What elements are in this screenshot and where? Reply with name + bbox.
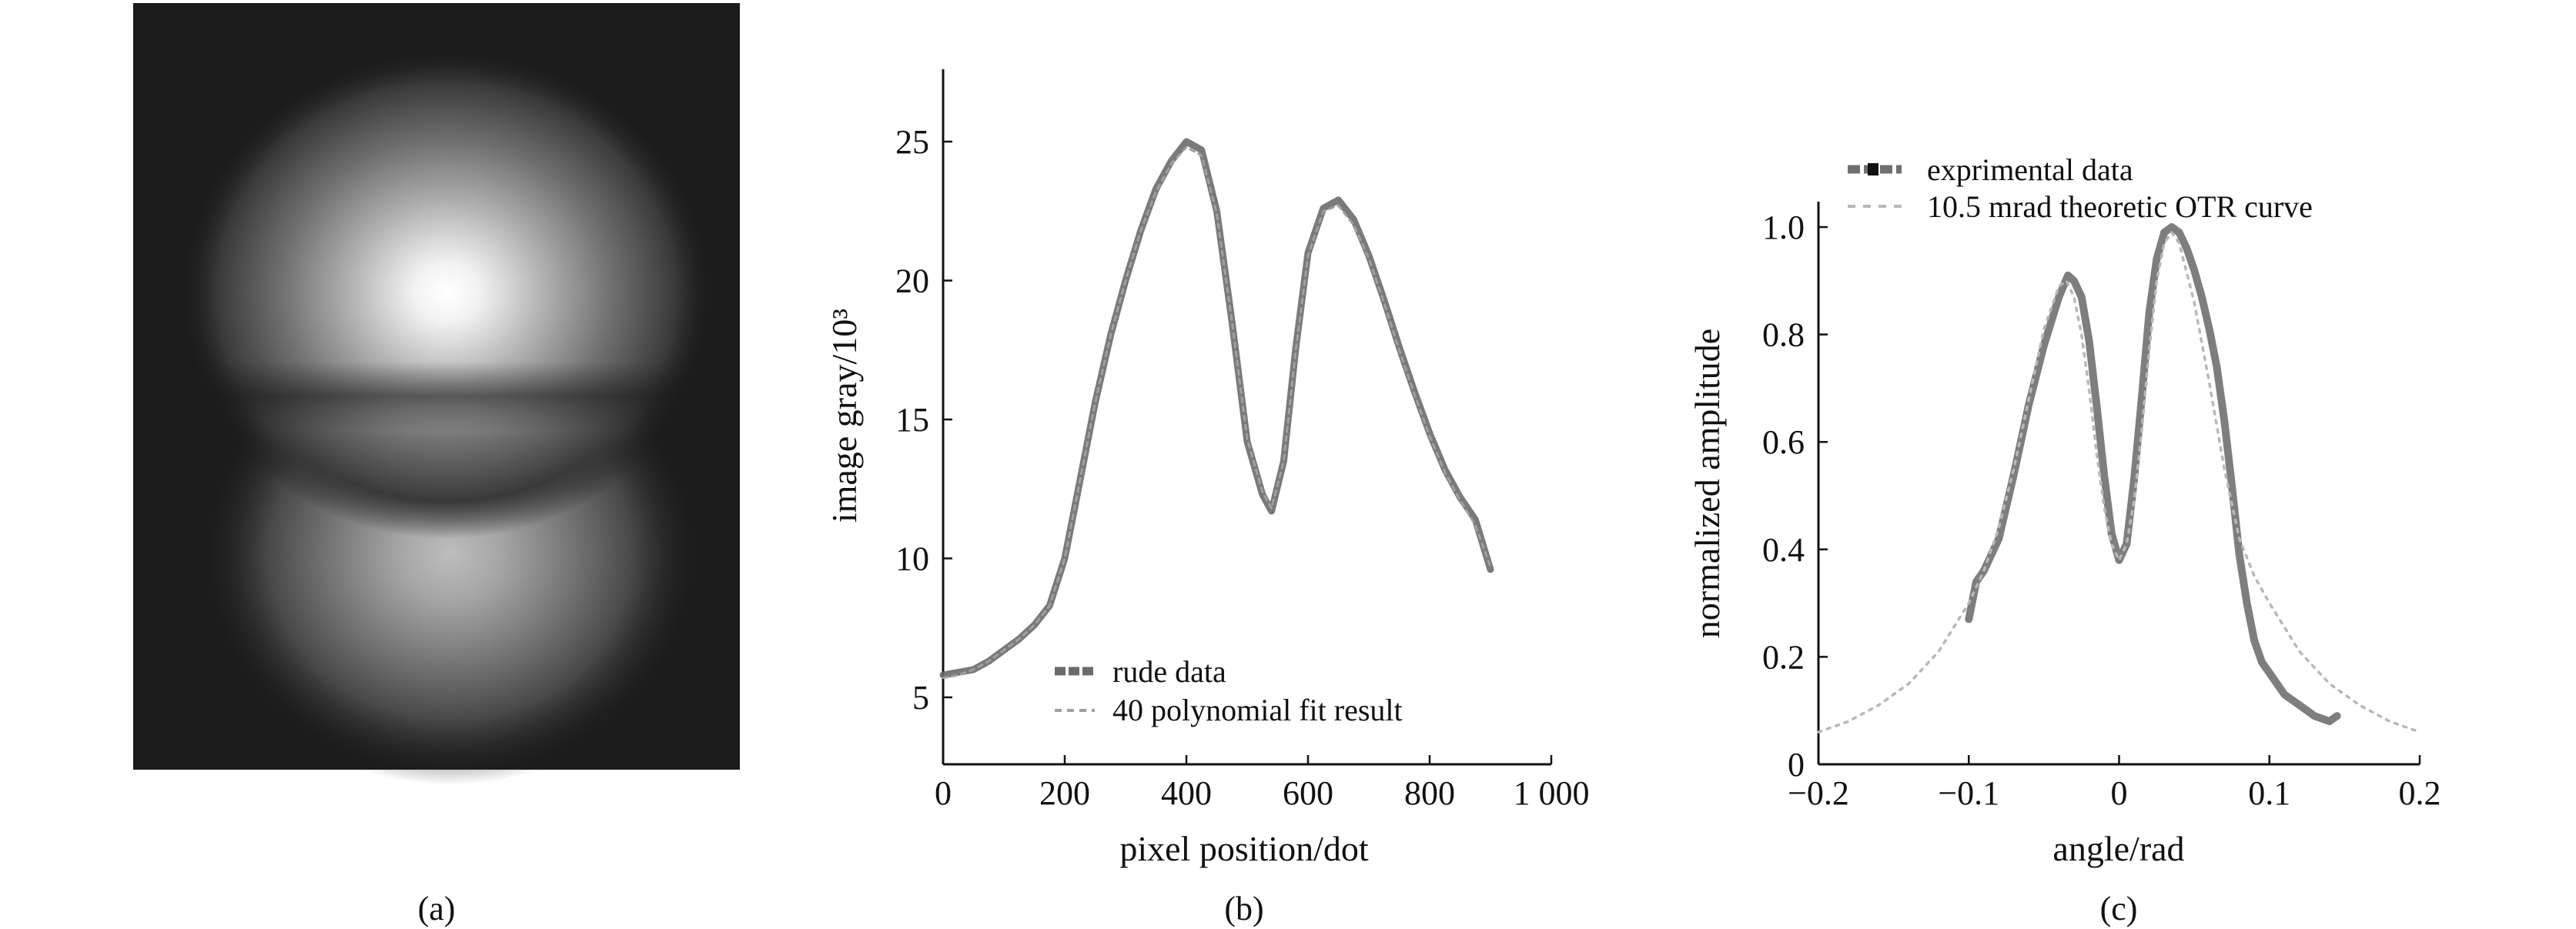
c-legend: exprimental data 10.5 mrad theoretic OTR… bbox=[1848, 152, 2313, 224]
b-ytick-label: 10 bbox=[895, 540, 929, 578]
caption-c: (c) bbox=[2100, 890, 2138, 927]
c-xtick-label: 0.2 bbox=[2399, 774, 2441, 812]
b-xtick-label: 600 bbox=[1283, 774, 1333, 812]
panel-a: (a) bbox=[133, 3, 740, 927]
b-ytick-label: 15 bbox=[895, 401, 929, 439]
c-xtick-label: 0 bbox=[2111, 774, 2128, 812]
b-ytick-label: 25 bbox=[895, 123, 929, 161]
c-series bbox=[1817, 223, 2421, 734]
c-xtick-label: −0.2 bbox=[1788, 774, 1849, 812]
b-ticks: 0 200 400 600 800 1 000 5 10 15 20 25 bbox=[895, 123, 1590, 812]
b-series bbox=[939, 138, 1494, 680]
c-ytick-label: 1.0 bbox=[1762, 209, 1805, 246]
b-series-0-line bbox=[939, 138, 1494, 679]
c-series-1-line bbox=[1817, 231, 2421, 734]
b-legend: rude data 40 polynomial fit result bbox=[1055, 654, 1403, 727]
panel-b: 0 200 400 600 800 1 000 5 10 15 20 25 pixel positi… bbox=[825, 69, 1590, 927]
c-legend-marker bbox=[1868, 163, 1878, 175]
b-legend-label-0: rude data bbox=[1112, 654, 1226, 689]
b-ytick-label: 20 bbox=[895, 262, 929, 300]
c-ticks: −0.2 −0.1 0 0.1 0.2 0 0.2 0.4 0.6 0.8 1.0 bbox=[1762, 209, 2441, 812]
b-ytick-label: 5 bbox=[912, 679, 929, 717]
b-xtick-label: 1 000 bbox=[1514, 774, 1590, 812]
c-legend-label-0: exprimental data bbox=[1927, 152, 2133, 187]
b-xlabel: pixel position/dot bbox=[1119, 829, 1369, 868]
c-legend-label-1: 10.5 mrad theoretic OTR curve bbox=[1927, 189, 2313, 224]
b-xtick-label: 800 bbox=[1404, 774, 1455, 812]
c-ylabel: normalized amplitude bbox=[1688, 329, 1727, 638]
b-xtick-label: 200 bbox=[1039, 774, 1090, 812]
c-xlabel: angle/rad bbox=[2052, 829, 2184, 868]
c-ytick-label: 0.4 bbox=[1762, 531, 1805, 569]
c-ytick-label: 0.6 bbox=[1762, 423, 1805, 461]
c-series-0-line bbox=[1965, 223, 2341, 726]
otr-image bbox=[133, 3, 740, 785]
c-ytick-label: 0.2 bbox=[1762, 638, 1805, 676]
panel-c: −0.2 −0.1 0 0.1 0.2 0 0.2 0.4 0.6 0.8 1.0 angle/ra… bbox=[1688, 152, 2441, 927]
c-ytick-label: 0.8 bbox=[1762, 316, 1805, 354]
b-xtick-label: 400 bbox=[1161, 774, 1212, 812]
c-ytick-label: 0 bbox=[1788, 746, 1805, 784]
b-ylabel: image gray/10³ bbox=[825, 309, 864, 523]
caption-b: (b) bbox=[1224, 890, 1263, 927]
c-xtick-label: −0.1 bbox=[1938, 774, 1999, 812]
c-xtick-label: 0.1 bbox=[2248, 774, 2290, 812]
b-series-1-line bbox=[942, 145, 1492, 680]
b-xtick-label: 0 bbox=[935, 774, 952, 812]
b-legend-label-1: 40 polynomial fit result bbox=[1112, 693, 1403, 727]
caption-a: (a) bbox=[418, 890, 456, 927]
